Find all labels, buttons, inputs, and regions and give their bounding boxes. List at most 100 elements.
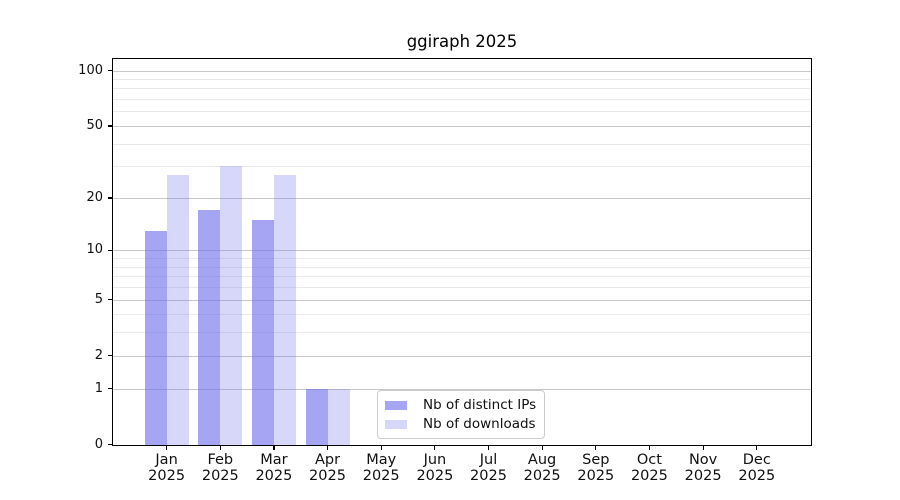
y-axis-tick bbox=[107, 249, 113, 251]
y-axis-tick-label: 5 bbox=[94, 291, 103, 307]
minor-gridline bbox=[113, 79, 811, 80]
x-label-month: Mar bbox=[260, 452, 288, 468]
legend-entry: Nb of downloads bbox=[385, 415, 536, 434]
y-axis-tick-label: 2 bbox=[94, 347, 103, 363]
minor-gridline bbox=[113, 314, 811, 316]
y-axis-tick-label: 20 bbox=[86, 189, 103, 205]
x-label-year: 2025 bbox=[416, 468, 454, 484]
bar-distinct-ips bbox=[251, 219, 274, 445]
x-axis-tick-label: Jun 2025 bbox=[400, 452, 470, 484]
x-axis-tick-label: Jan 2025 bbox=[132, 452, 202, 484]
minor-gridline bbox=[113, 166, 811, 168]
x-label-month: Feb bbox=[207, 452, 234, 468]
y-axis-tick-label: 50 bbox=[86, 117, 103, 133]
x-axis-tick-label: Aug 2025 bbox=[507, 452, 577, 484]
x-axis-tick-label: Sep 2025 bbox=[561, 452, 631, 484]
minor-gridline bbox=[113, 266, 811, 268]
bar-downloads bbox=[327, 388, 350, 445]
x-axis-tick-label: Dec 2025 bbox=[722, 452, 792, 484]
bar-downloads bbox=[273, 174, 296, 445]
x-label-month: Dec bbox=[742, 452, 771, 468]
major-gridline bbox=[113, 197, 811, 199]
x-label-month: Jul bbox=[479, 452, 498, 468]
y-axis-tick bbox=[107, 69, 113, 72]
x-axis-tick bbox=[541, 445, 543, 450]
x-axis-tick bbox=[165, 445, 168, 450]
x-axis-tick-label: May 2025 bbox=[346, 452, 416, 484]
major-gridline bbox=[113, 70, 811, 72]
legend-label: Nb of downloads bbox=[423, 416, 536, 432]
x-axis-tick-label: Feb 2025 bbox=[185, 452, 255, 484]
x-label-year: 2025 bbox=[201, 468, 239, 484]
legend-label: Nb of distinct IPs bbox=[423, 397, 537, 413]
y-axis-tick-label: 10 bbox=[86, 242, 103, 258]
x-label-month: Oct bbox=[636, 452, 662, 468]
legend-swatch-distinct-ips bbox=[385, 400, 407, 410]
x-label-year: 2025 bbox=[309, 468, 346, 484]
x-label-year: 2025 bbox=[148, 468, 186, 484]
minor-gridline bbox=[113, 88, 811, 90]
y-axis-tick bbox=[107, 388, 113, 390]
x-axis-tick bbox=[434, 445, 436, 450]
chart-title: ggiraph 2025 bbox=[406, 32, 518, 51]
x-axis-tick bbox=[487, 445, 490, 450]
legend-entry: Nb of distinct IPs bbox=[385, 396, 536, 415]
major-gridline bbox=[113, 125, 811, 127]
x-label-year: 2025 bbox=[577, 468, 615, 484]
x-label-month: Aug bbox=[527, 452, 557, 468]
y-axis-tick bbox=[107, 355, 113, 357]
bar-distinct-ips bbox=[198, 210, 221, 445]
y-axis-tick bbox=[107, 125, 113, 127]
major-gridline bbox=[113, 355, 811, 357]
major-gridline bbox=[113, 250, 811, 252]
x-axis-tick bbox=[326, 445, 329, 450]
x-axis-tick bbox=[648, 445, 651, 450]
x-label-year: 2025 bbox=[684, 468, 722, 484]
minor-gridline bbox=[113, 332, 811, 334]
x-axis-tick bbox=[380, 445, 382, 450]
x-label-year: 2025 bbox=[523, 468, 561, 484]
x-label-month: Sep bbox=[582, 452, 610, 468]
y-axis-tick-label: 0 bbox=[94, 436, 103, 452]
major-gridline bbox=[113, 388, 811, 390]
x-axis-tick-label: Jul 2025 bbox=[454, 452, 524, 484]
minor-gridline bbox=[113, 143, 811, 145]
bar-downloads bbox=[166, 174, 189, 445]
x-label-year: 2025 bbox=[470, 468, 507, 484]
x-axis-tick-label: Nov 2025 bbox=[668, 452, 738, 484]
y-axis-tick-label: 1 bbox=[94, 380, 103, 396]
x-axis-tick bbox=[273, 445, 275, 450]
y-axis-tick-label: 100 bbox=[78, 62, 103, 78]
bar-distinct-ips bbox=[305, 388, 328, 445]
x-axis-tick bbox=[702, 445, 704, 450]
bar-downloads bbox=[220, 166, 243, 445]
x-axis-tick bbox=[595, 445, 597, 450]
y-axis-tick bbox=[107, 444, 113, 446]
minor-gridline bbox=[113, 287, 811, 288]
x-label-year: 2025 bbox=[255, 468, 293, 484]
minor-gridline bbox=[113, 276, 811, 278]
y-axis-tick bbox=[107, 197, 113, 199]
x-axis-tick-label: Mar 2025 bbox=[239, 452, 309, 484]
minor-gridline bbox=[113, 99, 811, 101]
x-label-year: 2025 bbox=[362, 468, 400, 484]
x-axis-tick bbox=[219, 445, 221, 450]
x-label-month: May bbox=[366, 452, 397, 468]
x-label-month: Nov bbox=[688, 452, 718, 468]
x-label-month: Jun bbox=[423, 452, 447, 468]
x-label-year: 2025 bbox=[630, 468, 668, 484]
minor-gridline bbox=[113, 258, 811, 260]
x-axis-tick-label: Oct 2025 bbox=[614, 452, 684, 484]
x-label-month: Apr bbox=[314, 452, 341, 468]
legend-box: Nb of distinct IPs Nb of downloads bbox=[377, 390, 545, 439]
bar-distinct-ips bbox=[144, 230, 167, 445]
y-axis-tick bbox=[107, 298, 113, 301]
x-axis-tick-label: Apr 2025 bbox=[293, 452, 363, 484]
x-axis-tick bbox=[756, 445, 758, 450]
x-label-year: 2025 bbox=[738, 468, 776, 484]
legend-swatch-downloads bbox=[385, 419, 407, 429]
x-label-month: Jan bbox=[155, 452, 178, 468]
major-gridline bbox=[113, 299, 811, 301]
minor-gridline bbox=[113, 111, 811, 113]
